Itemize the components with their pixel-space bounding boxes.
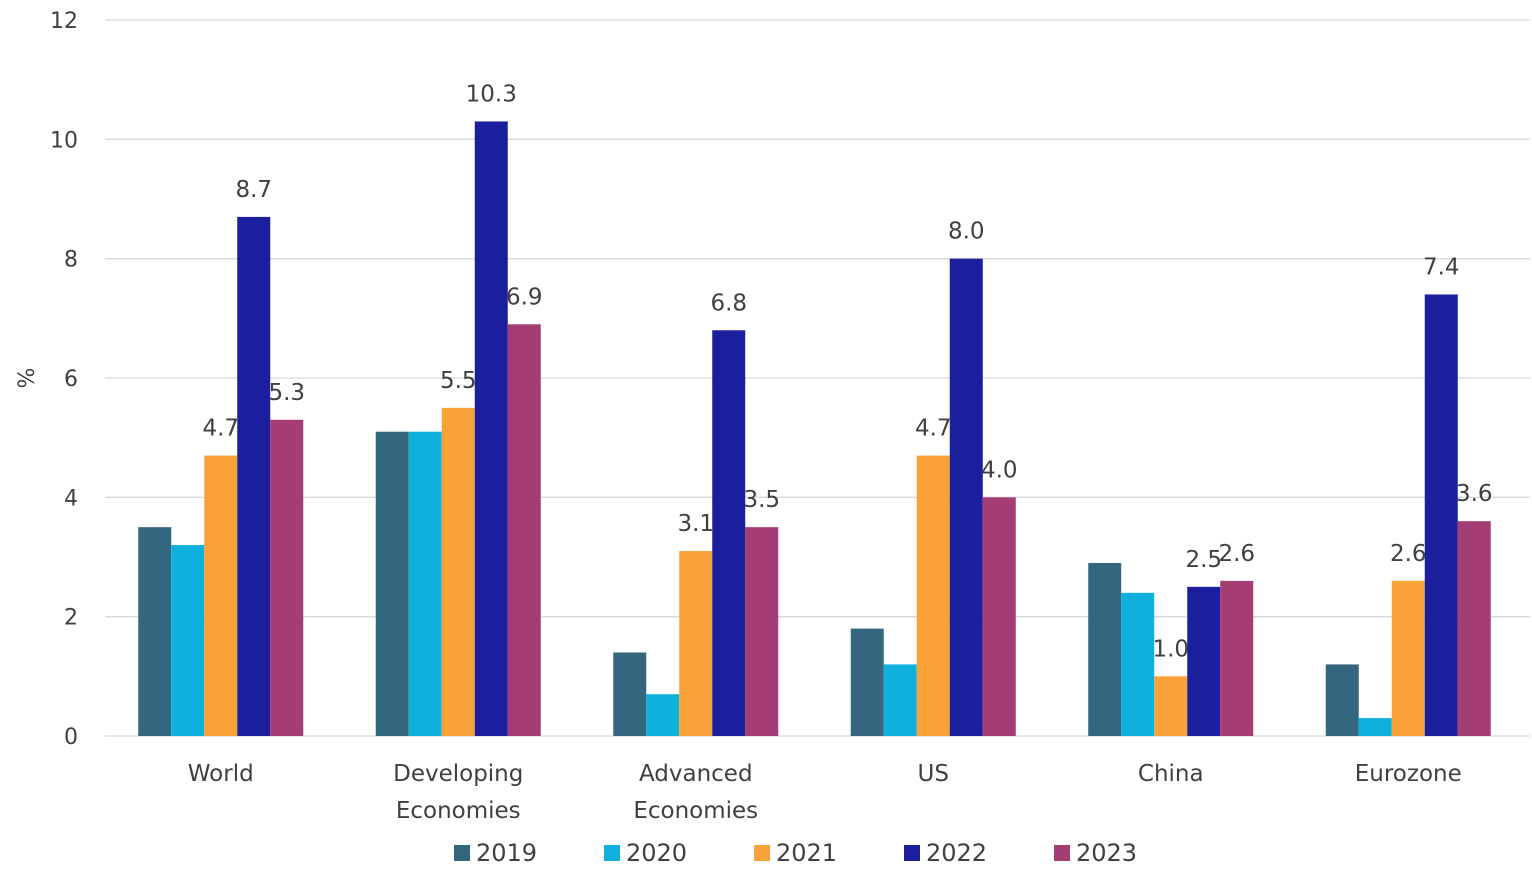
y-axis-ticks: 0 2 4 6 8 10 12 — [50, 9, 78, 750]
legend-swatch-2021 — [754, 845, 770, 861]
bar-2022 — [949, 258, 983, 736]
bar-2020 — [1358, 718, 1392, 736]
bar-2020 — [646, 694, 680, 736]
x-category-label: Advanced — [639, 761, 753, 787]
data-label: 7.4 — [1423, 254, 1460, 280]
bar-2023 — [1457, 521, 1491, 736]
data-label: 4.7 — [202, 416, 239, 442]
data-label: 4.0 — [981, 457, 1018, 483]
bar-2019 — [850, 628, 884, 736]
x-category-label: Eurozone — [1355, 761, 1462, 787]
data-label: 5.5 — [440, 368, 477, 394]
bar-2021 — [1391, 580, 1425, 736]
bar-2021 — [1154, 676, 1188, 736]
bar-2019 — [375, 431, 409, 736]
y-tick-label: 6 — [64, 367, 78, 392]
bar-2019 — [138, 527, 172, 736]
y-tick-label: 8 — [64, 248, 78, 273]
data-label: 2.6 — [1390, 541, 1427, 567]
legend-label: 2020 — [626, 839, 687, 867]
legend-label: 2019 — [476, 839, 537, 867]
legend: 2019 2020 2021 2022 2023 — [454, 839, 1137, 867]
data-label: 6.8 — [710, 290, 747, 316]
bar-2023 — [1220, 580, 1254, 736]
bar-2023 — [270, 419, 304, 736]
data-label: 2.6 — [1218, 541, 1255, 567]
x-category-label: World — [188, 761, 254, 787]
legend-label: 2022 — [926, 839, 987, 867]
data-label: 3.1 — [677, 511, 714, 537]
bar-2020 — [408, 431, 442, 736]
data-labels: 4.7 8.7 5.3 5.5 10.3 6.9 3.1 6.8 3.5 4.7 8.0 4.0 1.0… — [202, 81, 1492, 662]
bar-2019 — [1325, 664, 1359, 736]
bar-2019 — [1088, 562, 1122, 736]
data-label: 1.0 — [1152, 636, 1189, 662]
bar-2023 — [982, 497, 1016, 736]
legend-swatch-2019 — [454, 845, 470, 861]
data-label: 8.7 — [235, 177, 272, 203]
x-category-label: US — [918, 761, 949, 787]
bar-2021 — [916, 455, 950, 736]
data-label: 2.5 — [1185, 547, 1222, 573]
bar-2020 — [883, 664, 917, 736]
data-label: 5.3 — [268, 380, 305, 406]
bar-2022 — [1187, 586, 1221, 736]
bar-2021 — [441, 407, 475, 736]
y-tick-label: 4 — [64, 486, 78, 511]
bar-2019 — [613, 652, 647, 736]
bar-2023 — [745, 527, 779, 736]
x-category-label: Developing — [393, 761, 523, 787]
legend-swatch-2023 — [1054, 845, 1070, 861]
x-category-label: Economies — [633, 798, 758, 824]
bar-2022 — [237, 216, 271, 736]
bar-2021 — [204, 455, 238, 736]
y-tick-label: 0 — [64, 725, 78, 750]
data-label: 6.9 — [506, 284, 543, 310]
legend-swatch-2020 — [604, 845, 620, 861]
legend-label: 2021 — [776, 839, 837, 867]
data-label: 4.7 — [915, 416, 952, 442]
y-tick-label: 12 — [50, 9, 78, 34]
y-tick-label: 10 — [50, 128, 78, 153]
legend-label: 2023 — [1076, 839, 1137, 867]
x-axis-categories: World Developing Economies Advanced Economie… — [188, 761, 1462, 824]
bar-2020 — [1121, 592, 1155, 736]
data-label: 8.0 — [948, 219, 985, 245]
y-tick-label: 2 — [64, 606, 78, 631]
x-category-label: China — [1138, 761, 1204, 787]
bar-2022 — [1424, 294, 1458, 736]
legend-swatch-2022 — [904, 845, 920, 861]
bar-2022 — [474, 121, 508, 736]
data-label: 3.5 — [743, 487, 780, 513]
bars — [138, 121, 1491, 736]
data-label: 3.6 — [1456, 481, 1493, 507]
y-axis-label: % — [15, 368, 40, 389]
bar-2021 — [679, 551, 713, 736]
bar-2023 — [507, 324, 541, 736]
bar-2020 — [171, 545, 205, 736]
gridlines — [105, 19, 1530, 737]
data-label: 10.3 — [466, 81, 517, 107]
bar-2022 — [712, 330, 746, 736]
x-category-label: Economies — [396, 798, 521, 824]
